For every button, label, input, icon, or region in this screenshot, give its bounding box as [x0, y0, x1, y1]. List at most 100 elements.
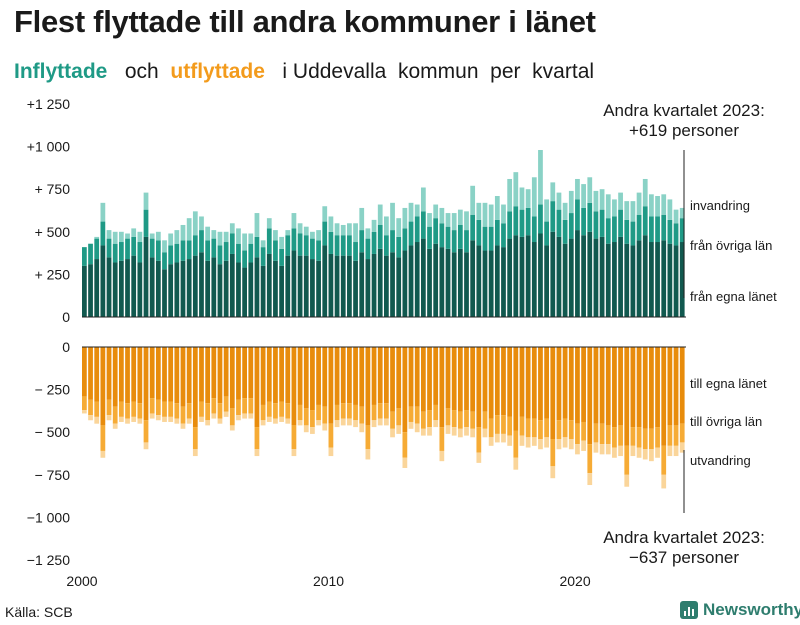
in-bar-segment [377, 248, 383, 317]
in-bar-segment [612, 216, 617, 243]
in-bar-segment [279, 236, 284, 249]
out-bar-segment [279, 401, 284, 417]
out-bar-segment [396, 347, 402, 409]
out-bar-segment [630, 347, 636, 428]
in-bar-segment [661, 194, 667, 215]
annotation-bottom-line2: −637 personer [629, 548, 739, 567]
out-bar-segment [273, 347, 278, 404]
in-bar-segment [599, 189, 605, 210]
in-bar-segment [593, 190, 599, 212]
out-bar-segment [494, 433, 500, 443]
in-bar-segment [593, 211, 599, 239]
in-bar-segment [186, 259, 192, 317]
in-bar-segment [427, 248, 432, 317]
in-bar-segment [457, 248, 463, 317]
out-bar-segment [88, 347, 93, 400]
in-bar-segment [162, 269, 167, 317]
out-bar-segment [396, 425, 402, 434]
in-bar-segment [562, 202, 568, 220]
out-bar-segment [229, 408, 235, 426]
x-tick-label: 2000 [66, 573, 97, 589]
out-bar-segment [568, 420, 574, 440]
out-bar-segment [501, 433, 506, 443]
out-bar-segment [414, 406, 420, 424]
out-bar-segment [322, 406, 328, 424]
out-bar-segment [94, 401, 100, 417]
in-bar-segment [285, 230, 291, 236]
in-bar-segment [384, 216, 389, 236]
in-bar-segment [624, 219, 630, 244]
out-bar-segment [457, 411, 463, 429]
out-bar-segment [353, 404, 358, 421]
in-bar-segment [100, 245, 106, 317]
out-bar-segment [316, 420, 321, 426]
in-bar-segment [501, 247, 506, 317]
out-bar-segment [525, 418, 531, 438]
in-bar-segment [420, 187, 426, 212]
out-bar-segment [347, 347, 352, 404]
out-bar-segment [112, 406, 118, 424]
in-bar-segment [377, 204, 383, 225]
out-bar-segment [556, 420, 562, 440]
out-bar-segment [211, 347, 217, 399]
out-bar-segment [531, 347, 537, 419]
out-bar-segment [476, 452, 482, 463]
in-bar-segment [402, 207, 408, 229]
out-bar-segment [316, 347, 321, 405]
out-bar-segment [100, 450, 106, 458]
in-bar-segment [174, 230, 180, 244]
in-bar-segment [482, 226, 488, 251]
in-bar-segment [575, 230, 580, 317]
out-bar-segment [266, 347, 272, 402]
out-bar-segment [168, 416, 174, 422]
in-bar-segment [464, 230, 469, 253]
out-bar-segment [599, 347, 605, 424]
out-bar-segment [310, 427, 315, 434]
out-bar-segment [624, 445, 630, 475]
out-bar-segment [439, 427, 445, 451]
out-bar-segment [482, 411, 488, 429]
out-bar-segment [353, 347, 358, 405]
out-bar-segment [100, 425, 106, 451]
in-bar-segment [365, 238, 371, 260]
in-bar-segment [174, 262, 180, 317]
out-bar-segment [359, 423, 365, 433]
out-bar-segment [408, 406, 414, 422]
in-bar-segment [618, 236, 623, 317]
in-bar-segment [414, 204, 420, 217]
out-bar-segment [581, 421, 586, 441]
in-bar-segment [507, 238, 513, 317]
in-bar-segment [162, 252, 167, 270]
out-bar-segment [217, 403, 223, 419]
in-bar-segment [667, 199, 673, 220]
out-bar-segment [285, 418, 291, 424]
in-bar-segment [451, 230, 457, 253]
out-bar-segment [427, 427, 432, 436]
out-bar-segment [612, 447, 617, 458]
in-bar-segment [192, 235, 198, 256]
in-bar-segment [118, 260, 124, 317]
out-bar-segment [581, 347, 586, 422]
out-bar-segment [291, 449, 297, 457]
in-bar-segment [266, 228, 272, 254]
out-bar-segment [303, 425, 309, 433]
in-bar-segment [137, 231, 143, 243]
in-bar-segment [488, 226, 494, 251]
out-bar-segment [174, 403, 180, 419]
out-bar-segment [587, 444, 593, 474]
in-bar-segment [297, 233, 303, 256]
out-bar-segment [550, 466, 556, 479]
in-bar-segment [568, 190, 574, 214]
in-bar-segment [556, 236, 562, 317]
in-bar-segment [568, 213, 574, 239]
in-bar-segment [581, 184, 586, 208]
out-bar-segment [303, 347, 309, 409]
in-bar-segment [414, 242, 420, 317]
out-bar-segment [618, 347, 623, 426]
in-bar-segment [229, 233, 235, 254]
in-bar-segment [599, 236, 605, 317]
in-bar-segment [100, 202, 106, 222]
in-bar-segment [587, 202, 593, 232]
in-bar-segment [513, 172, 519, 207]
out-bar-segment [593, 423, 599, 443]
